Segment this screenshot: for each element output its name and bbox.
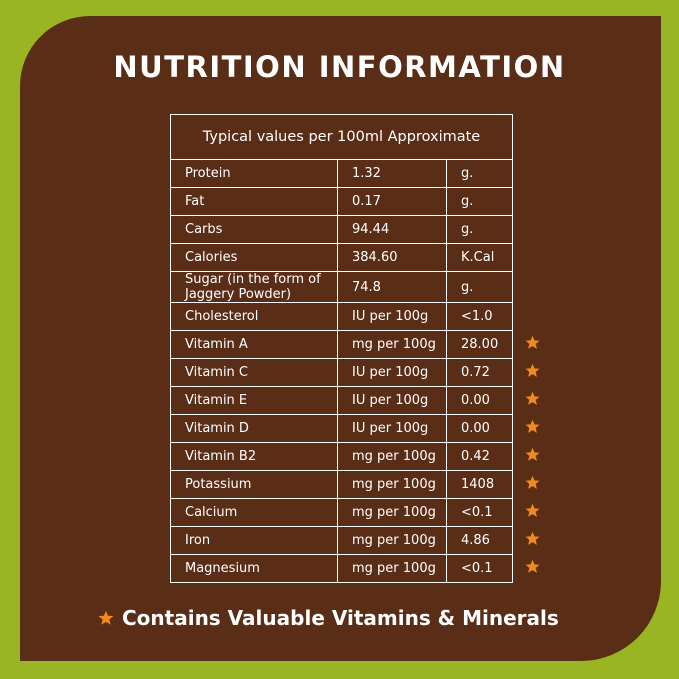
table-cell: 1.32 bbox=[337, 159, 447, 188]
star-icon bbox=[525, 335, 540, 349]
table-row: Sugar (in the form of Jaggery Powder) 74.… bbox=[170, 271, 567, 303]
table-row: Protein 1.32 g. bbox=[170, 159, 567, 188]
table-cell: <0.1 bbox=[446, 554, 513, 583]
table-cell: IU per 100g bbox=[337, 358, 447, 387]
table-cell: Vitamin B2 bbox=[170, 442, 338, 471]
table-row: Cholesterol IU per 100g <1.0 bbox=[170, 302, 567, 331]
star-cell bbox=[513, 359, 567, 387]
table-cell: g. bbox=[446, 271, 513, 303]
star-cell bbox=[513, 272, 567, 303]
table-cell: Vitamin A bbox=[170, 330, 338, 359]
table-cell: Vitamin E bbox=[170, 386, 338, 415]
star-cell bbox=[513, 216, 567, 244]
table-cell: Cholesterol bbox=[170, 302, 338, 331]
star-cell bbox=[513, 331, 567, 359]
table-cell: mg per 100g bbox=[337, 554, 447, 583]
table-cell: <1.0 bbox=[446, 302, 513, 331]
star-cell bbox=[513, 471, 567, 499]
table-cell: g. bbox=[446, 159, 513, 188]
table-cell: 384.60 bbox=[337, 243, 447, 272]
table-cell: mg per 100g bbox=[337, 442, 447, 471]
star-icon bbox=[525, 447, 540, 461]
star-cell bbox=[513, 387, 567, 415]
table-cell: Iron bbox=[170, 526, 338, 555]
footnote: Contains Valuable Vitamins & Minerals bbox=[98, 606, 559, 630]
table-cell: K.Cal bbox=[446, 243, 513, 272]
table-cell: 4.86 bbox=[446, 526, 513, 555]
table-row: Calories 384.60 K.Cal bbox=[170, 243, 567, 272]
table-row: Iron mg per 100g 4.86 bbox=[170, 526, 567, 555]
table-header: Typical values per 100ml Approximate bbox=[170, 114, 513, 160]
table-row: Calcium mg per 100g <0.1 bbox=[170, 498, 567, 527]
table-cell: 28.00 bbox=[446, 330, 513, 359]
table-cell: mg per 100g bbox=[337, 526, 447, 555]
table-row: Vitamin C IU per 100g 0.72 bbox=[170, 358, 567, 387]
table-row: Vitamin E IU per 100g 0.00 bbox=[170, 386, 567, 415]
header-row: Typical values per 100ml Approximate bbox=[170, 114, 567, 160]
table-row: Vitamin D IU per 100g 0.00 bbox=[170, 414, 567, 443]
table-row: Magnesium mg per 100g <0.1 bbox=[170, 554, 567, 583]
table-cell: Vitamin D bbox=[170, 414, 338, 443]
table-cell: Sugar (in the form of Jaggery Powder) bbox=[170, 271, 338, 303]
table-row: Vitamin B2 mg per 100g 0.42 bbox=[170, 442, 567, 471]
table-cell: <0.1 bbox=[446, 498, 513, 527]
table-cell: IU per 100g bbox=[337, 414, 447, 443]
table-cell: Protein bbox=[170, 159, 338, 188]
table-cell: IU per 100g bbox=[337, 386, 447, 415]
table-cell: IU per 100g bbox=[337, 302, 447, 331]
table-cell: Magnesium bbox=[170, 554, 338, 583]
title: NUTRITION INFORMATION bbox=[113, 50, 566, 84]
star-icon bbox=[525, 419, 540, 433]
table-cell: 0.00 bbox=[446, 414, 513, 443]
table-cell: Vitamin C bbox=[170, 358, 338, 387]
star-cell bbox=[513, 415, 567, 443]
star-icon bbox=[525, 363, 540, 377]
table-cell: Potassium bbox=[170, 470, 338, 499]
table-row: Fat 0.17 g. bbox=[170, 187, 567, 216]
table-cell: 0.00 bbox=[446, 386, 513, 415]
star-cell bbox=[513, 555, 567, 583]
table-row: Carbs 94.44 g. bbox=[170, 215, 567, 244]
table-cell: 0.42 bbox=[446, 442, 513, 471]
star-icon bbox=[525, 559, 540, 573]
star-cell bbox=[513, 499, 567, 527]
table-cell: mg per 100g bbox=[337, 498, 447, 527]
star-cell bbox=[513, 443, 567, 471]
star-cell bbox=[513, 527, 567, 555]
table-cell: Fat bbox=[170, 187, 338, 216]
table-cell: g. bbox=[446, 215, 513, 244]
star-cell bbox=[513, 244, 567, 272]
star-icon bbox=[98, 610, 114, 625]
table-cell: g. bbox=[446, 187, 513, 216]
table-row: Potassium mg per 100g 1408 bbox=[170, 470, 567, 499]
star-icon bbox=[525, 391, 540, 405]
table-cell: 74.8 bbox=[337, 271, 447, 303]
table-cell: Calcium bbox=[170, 498, 338, 527]
table-cell: 0.72 bbox=[446, 358, 513, 387]
star-icon bbox=[525, 475, 540, 489]
star-icon bbox=[525, 503, 540, 517]
table-cell: 0.17 bbox=[337, 187, 447, 216]
table-cell: 94.44 bbox=[337, 215, 447, 244]
table-cell: Carbs bbox=[170, 215, 338, 244]
star-cell bbox=[513, 160, 567, 188]
table-cell: Calories bbox=[170, 243, 338, 272]
nutrition-table: Typical values per 100ml Approximate Pro… bbox=[170, 114, 567, 583]
table-cell: mg per 100g bbox=[337, 330, 447, 359]
table-cell: mg per 100g bbox=[337, 470, 447, 499]
star-icon bbox=[525, 531, 540, 545]
star-cell bbox=[513, 188, 567, 216]
star-cell bbox=[513, 303, 567, 331]
footnote-text: Contains Valuable Vitamins & Minerals bbox=[122, 606, 559, 630]
table-cell: 1408 bbox=[446, 470, 513, 499]
